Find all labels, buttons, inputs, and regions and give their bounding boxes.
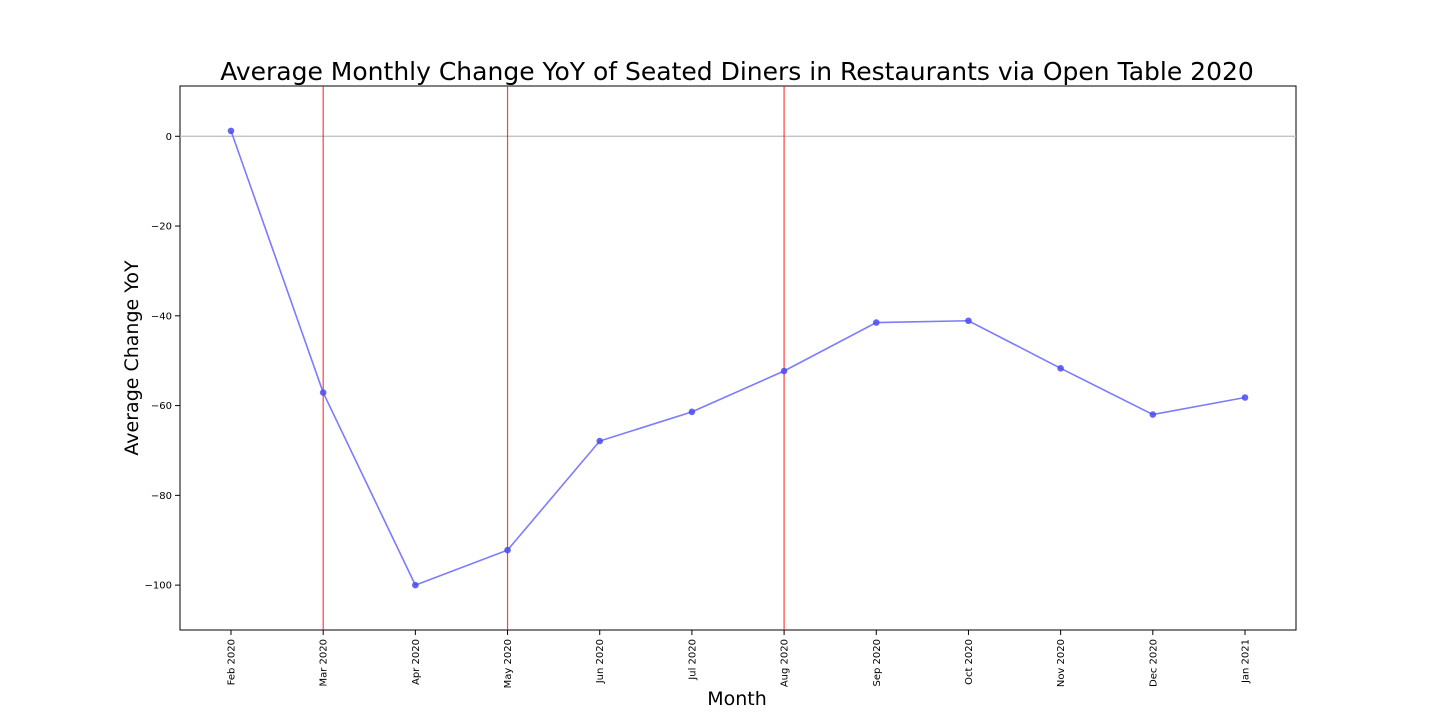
data-point	[965, 317, 972, 325]
x-tick-label: Apr 2020	[411, 639, 422, 685]
data-point	[596, 437, 604, 445]
y-tick-label: −80	[151, 491, 172, 502]
x-tick-label: Nov 2020	[1056, 639, 1067, 687]
data-point	[688, 408, 696, 416]
y-axis: 0 −20 −40 −60 −80 −100	[145, 132, 180, 592]
data-point	[780, 367, 788, 375]
data-point	[1149, 411, 1157, 418]
data-point	[227, 127, 235, 135]
x-axis: Feb 2020 Mar 2020 Apr 2020 May 2020 Jun 2020…	[227, 630, 1252, 688]
plot-area	[179, 85, 1297, 631]
x-tick-label: Mar 2020	[319, 639, 330, 687]
data-point	[1057, 365, 1064, 372]
x-tick-label: May 2020	[503, 639, 514, 688]
x-tick-label: Jun 2020	[595, 639, 606, 684]
data-point	[504, 546, 511, 554]
x-tick-label: Aug 2020	[780, 639, 791, 687]
x-tick-label: Sep 2020	[872, 639, 883, 686]
y-tick-label: 0	[166, 132, 172, 143]
data-point	[872, 319, 880, 326]
data-point	[1241, 394, 1249, 401]
series-line	[230, 130, 1246, 587]
plot-frame	[179, 85, 1297, 631]
x-tick-label: Jul 2020	[687, 639, 698, 681]
chart-title: Average Monthly Change YoY of Seated Din…	[220, 57, 1254, 86]
x-tick-label: Dec 2020	[1148, 639, 1159, 687]
x-tick-label: Oct 2020	[964, 639, 975, 685]
series-layer	[227, 127, 1249, 589]
reference-lines	[180, 86, 1296, 630]
y-tick-label: −20	[151, 222, 172, 233]
y-tick-label: −60	[151, 401, 172, 412]
x-tick-label: Feb 2020	[227, 639, 238, 685]
x-tick-label: Jan 2021	[1241, 639, 1252, 684]
y-axis-label: Average Change YoY	[121, 260, 143, 456]
y-tick-label: −40	[151, 311, 172, 322]
data-point	[319, 389, 327, 396]
y-tick-label: −100	[145, 581, 172, 592]
data-point	[412, 581, 419, 589]
x-axis-label: Month	[707, 688, 767, 710]
